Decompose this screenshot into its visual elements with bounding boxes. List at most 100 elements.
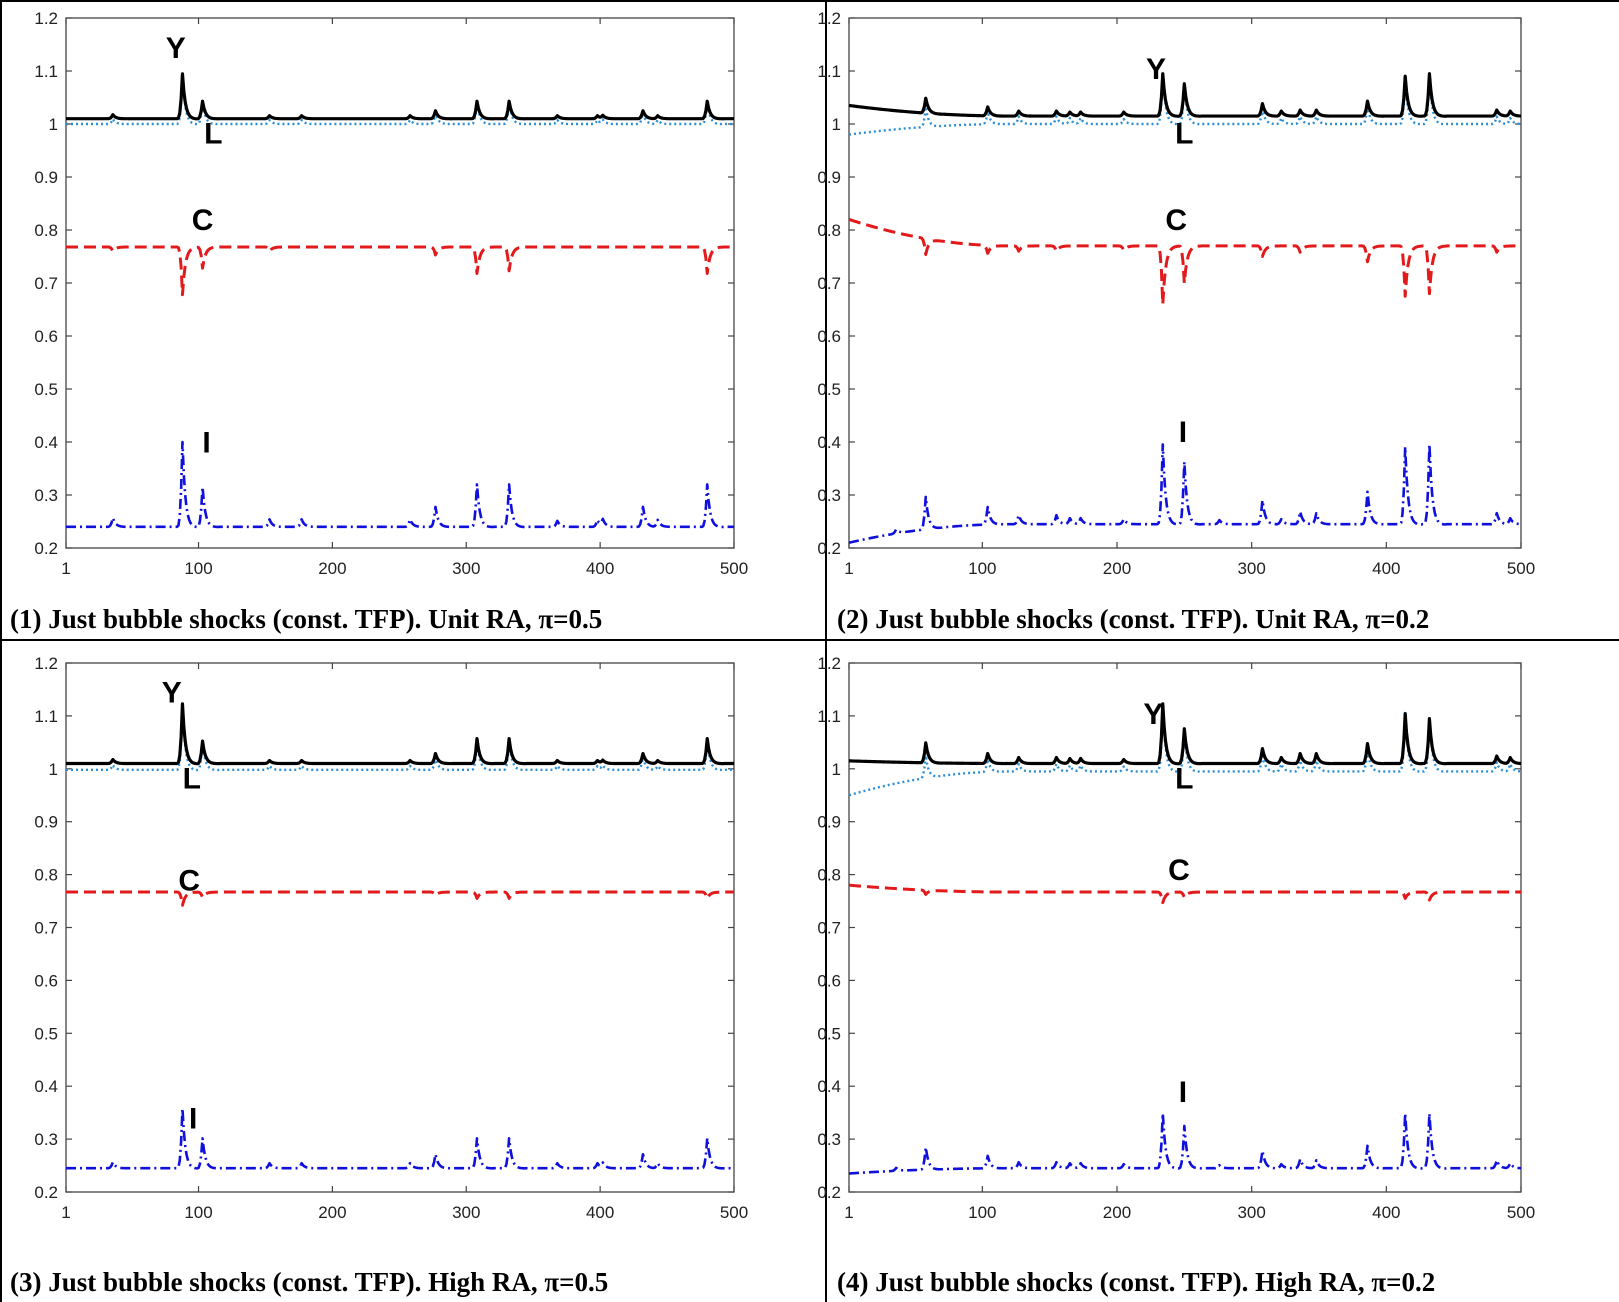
- y-tick-label: 1.2: [34, 654, 58, 673]
- y-tick-label: 0.9: [34, 813, 58, 832]
- x-tick-label: 1: [61, 1203, 70, 1222]
- chart-panel-4: 0.2 0.3 0.4 0.5 0.6 0.7 0.8 0.9 1 1.1 1.2 1 100 200 30…: [817, 641, 1619, 1302]
- chart-panel-1: 0.2 0.3 0.4 0.5 0.6 0.7 0.8 0.9 1 1.1 1.2 1 100 200 30…: [0, 0, 825, 639]
- x-tick-label: 300: [452, 1203, 480, 1222]
- x-tick-label: 1: [61, 559, 70, 578]
- series-line-Y: [65, 72, 735, 121]
- x-tick-label: 400: [1372, 1203, 1400, 1222]
- y-tick-label: 0.2: [34, 1183, 58, 1202]
- y-tick-label: 0.8: [34, 866, 58, 885]
- series-line-L: [66, 72, 734, 126]
- x-tick-label: 200: [318, 1203, 346, 1222]
- series-line-I: [848, 1112, 1522, 1175]
- chart-2-caption: (2) Just bubble shocks (const. TFP). Uni…: [837, 604, 1430, 634]
- series-line-C: [65, 890, 735, 907]
- table-border-middle: [825, 0, 827, 1302]
- x-tick-label: 300: [452, 559, 480, 578]
- x-tick-label: 300: [1237, 1203, 1265, 1222]
- chart-3-caption: (3) Just bubble shocks (const. TFP). Hig…: [10, 1267, 609, 1297]
- chart-4-caption: (4) Just bubble shocks (const. TFP). Hig…: [837, 1267, 1436, 1297]
- series-line-C: [65, 245, 735, 297]
- y-tick-label: 0.4: [34, 1077, 58, 1096]
- y-tick-label: 1: [832, 760, 841, 779]
- y-tick-label: 0.4: [817, 433, 841, 452]
- y-tick-label: 0.7: [34, 919, 58, 938]
- y-tick-label: 0.9: [817, 813, 841, 832]
- series-label-C: C: [192, 204, 214, 237]
- chart-3-svg: 0.2 0.3 0.4 0.5 0.6 0.7 0.8 0.9 1 1.1 1.2 1 100 200 30…: [34, 654, 748, 1222]
- x-tick-label: 100: [968, 559, 996, 578]
- x-tick-label: 400: [1372, 559, 1400, 578]
- x-tick-label: 500: [720, 559, 748, 578]
- series-label-C: C: [1168, 854, 1190, 887]
- y-tick-label: 0.4: [34, 433, 58, 452]
- chart-1-svg: 0.2 0.3 0.4 0.5 0.6 0.7 0.8 0.9 1 1.1 1.2 1 100 200 30…: [34, 9, 748, 578]
- x-tick-label: 100: [184, 559, 212, 578]
- series-line-Y: [65, 702, 735, 766]
- y-tick-label: 0.8: [34, 221, 58, 240]
- y-tick-label: 0.2: [817, 1183, 841, 1202]
- series-label-I: I: [1179, 416, 1187, 449]
- series-line-Y: [848, 702, 1522, 766]
- x-tick-label: 500: [1507, 559, 1535, 578]
- y-tick-label: 0.3: [34, 1130, 58, 1149]
- series-line-C: [848, 883, 1522, 905]
- series-line-L: [66, 704, 734, 772]
- y-tick-label: 1: [832, 115, 841, 134]
- series-label-C: C: [1165, 204, 1187, 237]
- y-tick-label: 0.3: [34, 486, 58, 505]
- y-tick-label: 0.5: [34, 1024, 58, 1043]
- table-border-row-divider: [0, 639, 1619, 641]
- axes-box: [65, 17, 735, 549]
- x-tick-label: 200: [1103, 559, 1131, 578]
- series-line-I: [66, 440, 734, 529]
- series-line-L: [848, 72, 1522, 136]
- x-tick-label: 300: [1237, 559, 1265, 578]
- table-border-left: [0, 0, 2, 1302]
- series-label-C: C: [178, 864, 200, 897]
- series-label-L: L: [1175, 762, 1193, 795]
- x-tick-label: 100: [968, 1203, 996, 1222]
- y-tick-label: 1.2: [817, 9, 841, 28]
- x-tick-label: 400: [586, 1203, 614, 1222]
- series-line-I: [66, 1107, 734, 1170]
- series-label-L: L: [204, 118, 222, 151]
- y-tick-label: 1.1: [34, 62, 58, 81]
- y-tick-label: 0.2: [817, 539, 841, 558]
- y-tick-label: 0.7: [817, 274, 841, 293]
- y-tick-label: 0.5: [34, 380, 58, 399]
- y-tick-label: 0.5: [817, 1024, 841, 1043]
- chart-panel-2: 0.2 0.3 0.4 0.5 0.6 0.7 0.8 0.9 1 1.1 1.2 1 100 200 30…: [817, 0, 1619, 639]
- y-tick-label: 1.1: [817, 62, 841, 81]
- chart-4-svg: 0.2 0.3 0.4 0.5 0.6 0.7 0.8 0.9 1 1.1 1.2 1 100 200 30…: [817, 654, 1535, 1222]
- y-tick-label: 1.2: [817, 654, 841, 673]
- series-label-Y: Y: [1146, 53, 1166, 86]
- series-line-I: [848, 443, 1522, 544]
- series-label-I: I: [202, 427, 210, 460]
- x-tick-label: 500: [720, 1203, 748, 1222]
- chart-panel-3: 0.2 0.3 0.4 0.5 0.6 0.7 0.8 0.9 1 1.1 1.2 1 100 200 30…: [0, 641, 825, 1302]
- y-tick-label: 1.1: [34, 707, 58, 726]
- chart-1-caption: (1) Just bubble shocks (const. TFP). Uni…: [10, 604, 603, 634]
- x-tick-label: 200: [318, 559, 346, 578]
- axes-box: [65, 662, 735, 1193]
- series-label-L: L: [1175, 118, 1193, 151]
- x-tick-label: 200: [1103, 1203, 1131, 1222]
- y-tick-label: 0.3: [817, 1130, 841, 1149]
- x-tick-label: 500: [1507, 1203, 1535, 1222]
- y-tick-label: 1.2: [34, 9, 58, 28]
- y-tick-label: 1.1: [817, 707, 841, 726]
- y-tick-label: 0.7: [34, 274, 58, 293]
- y-tick-label: 0.2: [34, 539, 58, 558]
- y-tick-label: 0.3: [817, 486, 841, 505]
- y-tick-label: 0.8: [817, 221, 841, 240]
- y-tick-label: 0.9: [817, 168, 841, 187]
- series-label-I: I: [189, 1103, 197, 1136]
- x-tick-label: 1: [844, 559, 853, 578]
- y-tick-label: 0.7: [817, 919, 841, 938]
- series-label-Y: Y: [162, 677, 182, 710]
- x-tick-label: 400: [586, 559, 614, 578]
- series-label-L: L: [183, 762, 201, 795]
- y-tick-label: 0.6: [817, 971, 841, 990]
